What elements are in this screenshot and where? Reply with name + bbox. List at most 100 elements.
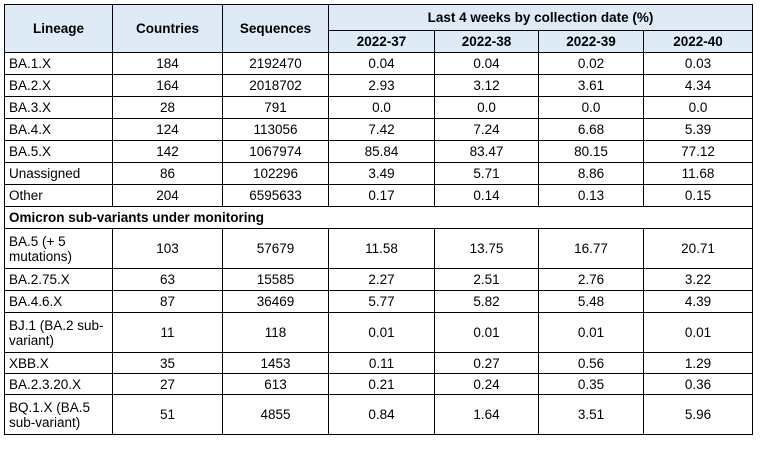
table-row: BA.3.X 28 791 0.0 0.0 0.0 0.0 [4, 96, 753, 119]
cell-week-1: 0.21 [328, 373, 435, 395]
cell-week-4: 3.22 [643, 268, 753, 291]
cell-week-3: 5.48 [538, 290, 644, 313]
cell-week-2: 5.82 [434, 290, 539, 313]
cell-week-3: 8.86 [538, 162, 644, 185]
header-week-2: 2022-38 [434, 30, 539, 53]
cell-week-1: 0.01 [328, 312, 435, 353]
cell-lineage: Unassigned [4, 162, 113, 185]
cell-countries: 164 [112, 74, 223, 97]
cell-countries: 204 [112, 184, 223, 207]
cell-week-3: 0.13 [538, 184, 644, 207]
cell-week-3: 3.61 [538, 74, 644, 97]
lineage-table: Lineage Countries Sequences Last 4 weeks… [4, 4, 753, 435]
cell-week-1: 11.58 [328, 228, 435, 269]
cell-countries: 142 [112, 140, 223, 163]
cell-week-3: 0.35 [538, 373, 644, 395]
cell-week-1: 0.17 [328, 184, 435, 207]
header-week-3: 2022-39 [538, 30, 644, 53]
table-row: BA.5.X 142 1067974 85.84 83.47 80.15 77.… [4, 140, 753, 163]
cell-countries: 35 [112, 352, 223, 374]
cell-lineage: BA.4.6.X [4, 290, 113, 313]
cell-week-4: 0.01 [643, 312, 753, 353]
cell-week-3: 16.77 [538, 228, 644, 269]
cell-week-2: 7.24 [434, 118, 539, 141]
table-row: XBB.X 35 1453 0.11 0.27 0.56 1.29 [4, 352, 753, 374]
cell-sequences: 6595633 [222, 184, 329, 207]
cell-week-3: 6.68 [538, 118, 644, 141]
cell-countries: 124 [112, 118, 223, 141]
cell-sequences: 118 [222, 312, 329, 353]
cell-countries: 63 [112, 268, 223, 291]
table-row: BA.4.6.X 87 36469 5.77 5.82 5.48 4.39 [4, 290, 753, 313]
cell-week-3: 3.51 [538, 394, 644, 435]
cell-week-4: 0.03 [643, 52, 753, 75]
cell-countries: 28 [112, 96, 223, 119]
cell-week-2: 0.24 [434, 373, 539, 395]
header-lineage: Lineage [4, 4, 113, 53]
cell-week-4: 4.34 [643, 74, 753, 97]
table-row: BA.2.3.20.X 27 613 0.21 0.24 0.35 0.36 [4, 373, 753, 395]
cell-week-3: 0.0 [538, 96, 644, 119]
cell-week-1: 3.49 [328, 162, 435, 185]
cell-week-2: 3.12 [434, 74, 539, 97]
cell-countries: 103 [112, 228, 223, 269]
cell-week-2: 5.71 [434, 162, 539, 185]
cell-sequences: 57679 [222, 228, 329, 269]
cell-countries: 27 [112, 373, 223, 395]
cell-week-2: 0.27 [434, 352, 539, 374]
cell-week-2: 0.0 [434, 96, 539, 119]
cell-sequences: 2192470 [222, 52, 329, 75]
cell-week-4: 77.12 [643, 140, 753, 163]
cell-week-4: 1.29 [643, 352, 753, 374]
cell-week-3: 80.15 [538, 140, 644, 163]
cell-countries: 86 [112, 162, 223, 185]
cell-sequences: 15585 [222, 268, 329, 291]
cell-week-4: 11.68 [643, 162, 753, 185]
cell-lineage: BA.5.X [4, 140, 113, 163]
cell-week-1: 0.11 [328, 352, 435, 374]
cell-week-1: 0.84 [328, 394, 435, 435]
cell-week-1: 0.04 [328, 52, 435, 75]
cell-sequences: 1067974 [222, 140, 329, 163]
cell-sequences: 791 [222, 96, 329, 119]
cell-week-2: 0.04 [434, 52, 539, 75]
cell-sequences: 2018702 [222, 74, 329, 97]
cell-lineage: BA.1.X [4, 52, 113, 75]
cell-lineage: BA.2.75.X [4, 268, 113, 291]
cell-sequences: 4855 [222, 394, 329, 435]
table-row: BA.1.X 184 2192470 0.04 0.04 0.02 0.03 [4, 52, 753, 75]
cell-week-2: 0.14 [434, 184, 539, 207]
cell-week-1: 85.84 [328, 140, 435, 163]
cell-week-1: 5.77 [328, 290, 435, 313]
cell-week-2: 13.75 [434, 228, 539, 269]
header-last-4-weeks: Last 4 weeks by collection date (%) [328, 4, 753, 31]
cell-week-4: 5.39 [643, 118, 753, 141]
table-row: BJ.1 (BA.2 sub-variant) 11 118 0.01 0.01… [4, 312, 753, 353]
cell-lineage: BA.4.X [4, 118, 113, 141]
table-row: Unassigned 86 102296 3.49 5.71 8.86 11.6… [4, 162, 753, 185]
section-row: Omicron sub-variants under monitoring [4, 206, 753, 229]
cell-week-4: 4.39 [643, 290, 753, 313]
cell-lineage: BA.2.X [4, 74, 113, 97]
cell-week-2: 1.64 [434, 394, 539, 435]
header-sequences: Sequences [222, 4, 329, 53]
cell-lineage: BA.2.3.20.X [4, 373, 113, 395]
cell-sequences: 102296 [222, 162, 329, 185]
cell-week-1: 2.27 [328, 268, 435, 291]
cell-lineage: XBB.X [4, 352, 113, 374]
cell-lineage: BJ.1 (BA.2 sub-variant) [4, 312, 113, 353]
cell-countries: 87 [112, 290, 223, 313]
cell-sequences: 613 [222, 373, 329, 395]
header-week-4: 2022-40 [643, 30, 753, 53]
cell-week-4: 0.0 [643, 96, 753, 119]
table-row: BA.5 (+ 5 mutations) 103 57679 11.58 13.… [4, 228, 753, 269]
cell-countries: 184 [112, 52, 223, 75]
cell-week-3: 0.02 [538, 52, 644, 75]
cell-week-2: 83.47 [434, 140, 539, 163]
cell-sequences: 113056 [222, 118, 329, 141]
cell-week-1: 0.0 [328, 96, 435, 119]
header-countries: Countries [112, 4, 223, 53]
cell-lineage: BA.5 (+ 5 mutations) [4, 228, 113, 269]
cell-lineage: BA.3.X [4, 96, 113, 119]
table-row: BA.2.X 164 2018702 2.93 3.12 3.61 4.34 [4, 74, 753, 97]
